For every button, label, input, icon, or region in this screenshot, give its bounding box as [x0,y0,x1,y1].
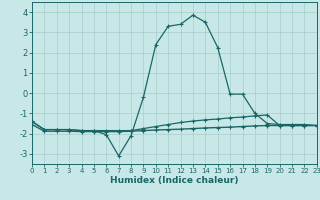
X-axis label: Humidex (Indice chaleur): Humidex (Indice chaleur) [110,176,239,185]
